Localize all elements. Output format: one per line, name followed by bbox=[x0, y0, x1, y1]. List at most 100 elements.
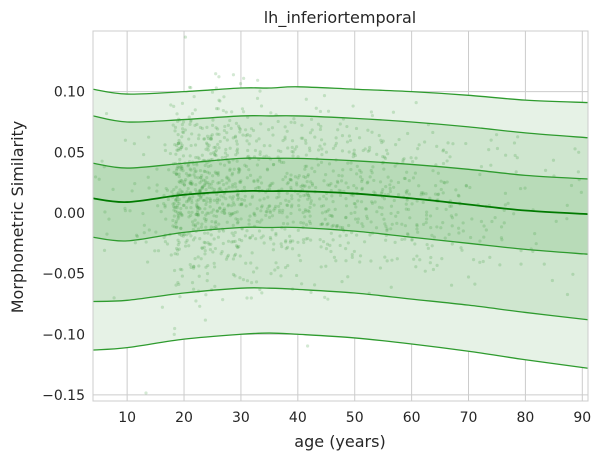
scatter-point bbox=[195, 211, 200, 215]
scatter-point bbox=[344, 197, 348, 201]
scatter-point bbox=[444, 150, 448, 155]
scatter-point bbox=[576, 170, 580, 174]
scatter-point bbox=[442, 180, 446, 184]
scatter-point bbox=[319, 138, 324, 142]
scatter-point bbox=[259, 122, 263, 126]
scatter-point bbox=[237, 169, 241, 174]
scatter-point bbox=[272, 162, 276, 167]
scatter-point bbox=[123, 209, 128, 213]
scatter-point bbox=[223, 124, 227, 129]
scatter-point bbox=[283, 137, 287, 141]
scatter-point bbox=[335, 179, 340, 183]
scatter-point bbox=[293, 120, 297, 125]
scatter-point bbox=[281, 208, 285, 212]
scatter-point bbox=[204, 181, 208, 185]
x-tick-label: 10 bbox=[118, 410, 136, 426]
scatter-point bbox=[177, 165, 181, 170]
scatter-point bbox=[309, 201, 313, 206]
scatter-point bbox=[448, 155, 452, 159]
scatter-point bbox=[494, 133, 499, 137]
scatter-point bbox=[223, 208, 227, 213]
scatter-point bbox=[322, 194, 326, 198]
scatter-point bbox=[451, 142, 455, 146]
scatter-point bbox=[155, 183, 159, 187]
scatter-point bbox=[216, 173, 220, 177]
scatter-point bbox=[218, 186, 222, 190]
scatter-point bbox=[191, 223, 195, 227]
scatter-point bbox=[196, 205, 200, 209]
scatter-point bbox=[231, 183, 235, 187]
scatter-point bbox=[324, 264, 328, 268]
scatter-point bbox=[190, 200, 194, 205]
scatter-point bbox=[411, 160, 415, 164]
scatter-point bbox=[320, 152, 324, 157]
scatter-point bbox=[203, 249, 207, 253]
scatter-point bbox=[354, 205, 358, 209]
scatter-point bbox=[264, 213, 268, 217]
scatter-point bbox=[182, 183, 187, 187]
scatter-point bbox=[248, 236, 253, 240]
scatter-point bbox=[200, 153, 204, 157]
scatter-point bbox=[320, 211, 324, 215]
scatter-point bbox=[176, 165, 180, 169]
scatter-point bbox=[416, 147, 420, 151]
scatter-point bbox=[345, 124, 349, 129]
scatter-point bbox=[220, 178, 224, 183]
scatter-point bbox=[389, 211, 393, 216]
scatter-point bbox=[200, 185, 205, 189]
scatter-point bbox=[435, 263, 439, 268]
scatter-point bbox=[179, 206, 183, 211]
scatter-point bbox=[256, 178, 260, 182]
scatter-point bbox=[351, 104, 355, 108]
scatter-point bbox=[233, 274, 237, 278]
scatter-point bbox=[237, 124, 241, 128]
scatter-point bbox=[401, 158, 405, 162]
scatter-point bbox=[235, 149, 239, 153]
scatter-point bbox=[297, 198, 301, 202]
scatter-point bbox=[223, 151, 228, 155]
scatter-point bbox=[391, 110, 396, 114]
scatter-point bbox=[313, 135, 317, 139]
scatter-point bbox=[194, 183, 198, 187]
scatter-point bbox=[352, 249, 356, 254]
scatter-point bbox=[260, 218, 264, 222]
scatter-point bbox=[224, 147, 228, 152]
scatter-point bbox=[217, 180, 221, 185]
scatter-point bbox=[244, 164, 249, 168]
scatter-point bbox=[238, 276, 242, 280]
scatter-point bbox=[378, 180, 383, 184]
scatter-point bbox=[390, 258, 394, 262]
scatter-point bbox=[176, 217, 180, 221]
scatter-point bbox=[304, 237, 308, 241]
scatter-point bbox=[250, 195, 254, 200]
scatter-point bbox=[267, 215, 272, 220]
scatter-point bbox=[352, 201, 356, 206]
scatter-point bbox=[182, 233, 187, 237]
scatter-point bbox=[577, 150, 581, 154]
scatter-point bbox=[380, 190, 384, 194]
scatter-point bbox=[135, 234, 139, 239]
scatter-point bbox=[381, 187, 385, 192]
scatter-point bbox=[268, 235, 272, 240]
scatter-point bbox=[351, 155, 355, 159]
scatter-point bbox=[306, 197, 310, 201]
scatter-point bbox=[313, 170, 317, 174]
scatter-point bbox=[330, 214, 334, 218]
scatter-point bbox=[339, 179, 344, 183]
scatter-point bbox=[183, 128, 187, 132]
scatter-point bbox=[193, 170, 197, 174]
scatter-point bbox=[178, 210, 182, 214]
scatter-point bbox=[310, 183, 315, 187]
scatter-point bbox=[515, 156, 519, 160]
scatter-point bbox=[206, 148, 210, 152]
scatter-point bbox=[260, 291, 264, 295]
scatter-point bbox=[277, 204, 281, 208]
scatter-point bbox=[221, 108, 225, 113]
scatter-point bbox=[366, 180, 370, 184]
scatter-point bbox=[199, 176, 203, 180]
scatter-point bbox=[146, 260, 150, 264]
y-tick-label: −0.05 bbox=[42, 267, 85, 283]
scatter-point bbox=[254, 237, 258, 241]
scatter-point bbox=[213, 246, 218, 251]
scatter-point bbox=[268, 210, 273, 215]
